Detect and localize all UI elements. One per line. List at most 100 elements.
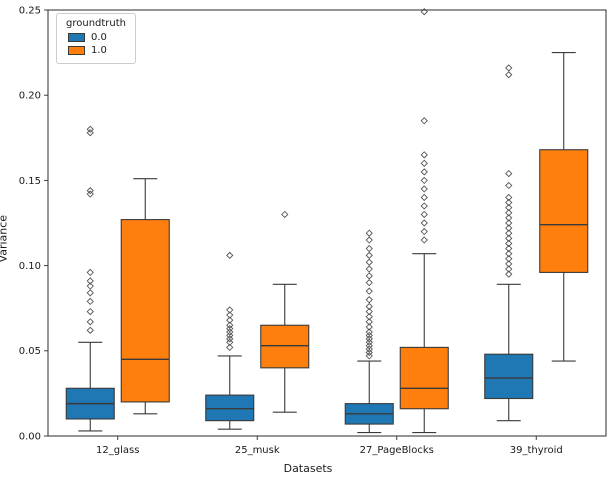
outlier-marker <box>86 277 94 285</box>
box <box>484 353 534 400</box>
outlier-marker <box>226 306 234 314</box>
legend-title: groundtruth <box>66 18 127 29</box>
legend-swatch <box>68 46 85 55</box>
legend-item: 1.0 <box>68 45 126 56</box>
outlier-marker <box>505 270 513 278</box>
outlier-marker <box>365 328 373 336</box>
outlier-marker <box>226 328 234 336</box>
outlier-marker <box>505 169 513 178</box>
outlier-marker <box>505 224 513 232</box>
outlier-marker <box>86 125 94 133</box>
x-tick-label: 39_thyroid <box>510 445 563 456</box>
outlier-marker <box>86 326 94 334</box>
outlier-marker <box>505 181 513 190</box>
outlier-marker <box>365 251 373 260</box>
y-tick-label: 0.20 <box>19 91 41 102</box>
x-axis-label: Datasets <box>283 462 333 475</box>
legend-item-label: 0.0 <box>91 32 107 43</box>
outlier-marker <box>365 272 373 280</box>
x-tick-label: 25_musk <box>235 445 280 456</box>
outlier-marker <box>365 331 373 340</box>
outlier-marker <box>505 250 513 258</box>
outlier-marker <box>505 71 513 79</box>
outlier-marker <box>86 268 94 277</box>
x-tick-label: 12_glass <box>96 445 139 456</box>
outlier-marker <box>420 219 428 227</box>
outlier-marker <box>226 338 234 346</box>
outlier-marker <box>226 343 234 352</box>
legend-item-label: 1.0 <box>91 45 107 56</box>
outlier-marker <box>365 313 373 321</box>
outlier-marker <box>420 117 428 125</box>
outlier-marker <box>420 202 428 210</box>
legend: groundtruth 0.0 1.0 <box>56 13 137 64</box>
outlier-marker <box>505 265 513 273</box>
legend-item: 0.0 <box>68 32 126 43</box>
outlier-marker <box>365 296 373 304</box>
y-tick-label: 0.00 <box>19 431 41 442</box>
outlier-marker <box>86 190 94 198</box>
outlier-marker <box>86 297 94 306</box>
outlier-marker <box>365 307 373 316</box>
outlier-marker <box>86 318 94 326</box>
outlier-marker <box>365 287 373 295</box>
outlier-marker <box>420 176 428 185</box>
outlier-marker <box>505 193 513 202</box>
outlier-marker <box>226 331 234 340</box>
outlier-marker <box>365 229 373 237</box>
outlier-marker <box>226 311 234 319</box>
outlier-marker <box>505 204 513 212</box>
outlier-marker <box>505 64 513 72</box>
outlier-marker <box>226 325 234 333</box>
outlier-marker <box>420 8 428 16</box>
outlier-marker <box>420 159 428 167</box>
outlier-marker <box>365 318 373 326</box>
box <box>205 394 255 422</box>
outlier-marker <box>420 227 428 236</box>
y-tick-label: 0.25 <box>19 5 41 16</box>
y-tick-label: 0.15 <box>19 176 41 187</box>
outlier-marker <box>365 258 373 266</box>
outlier-marker <box>420 193 428 202</box>
outlier-marker <box>86 186 94 195</box>
outlier-marker <box>365 342 373 350</box>
x-tick-label: 27_PageBlocks <box>360 445 434 456</box>
outlier-marker <box>365 302 373 311</box>
outlier-marker <box>365 279 373 287</box>
y-axis-label: Variance <box>0 214 10 263</box>
outlier-marker <box>365 244 373 253</box>
outlier-marker <box>281 210 289 219</box>
outlier-marker <box>365 338 373 346</box>
outlier-marker <box>365 348 373 357</box>
outlier-marker <box>86 282 94 290</box>
outlier-marker <box>505 198 513 207</box>
outlier-marker <box>365 335 373 343</box>
outlier-marker <box>505 209 513 217</box>
outlier-marker <box>365 345 373 353</box>
outlier-marker <box>505 244 513 253</box>
outlier-marker <box>365 236 373 244</box>
y-tick-label: 0.05 <box>19 346 41 357</box>
outlier-marker <box>505 260 513 268</box>
outlier-marker <box>505 234 513 242</box>
outlier-marker <box>226 335 234 343</box>
outlier-marker <box>86 289 94 297</box>
outlier-marker <box>86 129 94 137</box>
outlier-marker <box>420 151 428 159</box>
outlier-marker <box>505 255 513 263</box>
outlier-marker <box>505 219 513 227</box>
outlier-marker <box>226 321 234 329</box>
outlier-marker <box>505 239 513 248</box>
legend-items: 0.0 1.0 <box>64 32 126 56</box>
outlier-marker <box>505 214 513 222</box>
box <box>399 346 449 410</box>
outlier-marker <box>226 316 234 324</box>
box <box>260 324 310 369</box>
y-tick-label: 0.10 <box>19 261 41 272</box>
box <box>539 149 589 273</box>
outlier-marker <box>420 168 428 176</box>
outlier-marker <box>365 323 373 331</box>
outlier-marker <box>226 251 234 260</box>
